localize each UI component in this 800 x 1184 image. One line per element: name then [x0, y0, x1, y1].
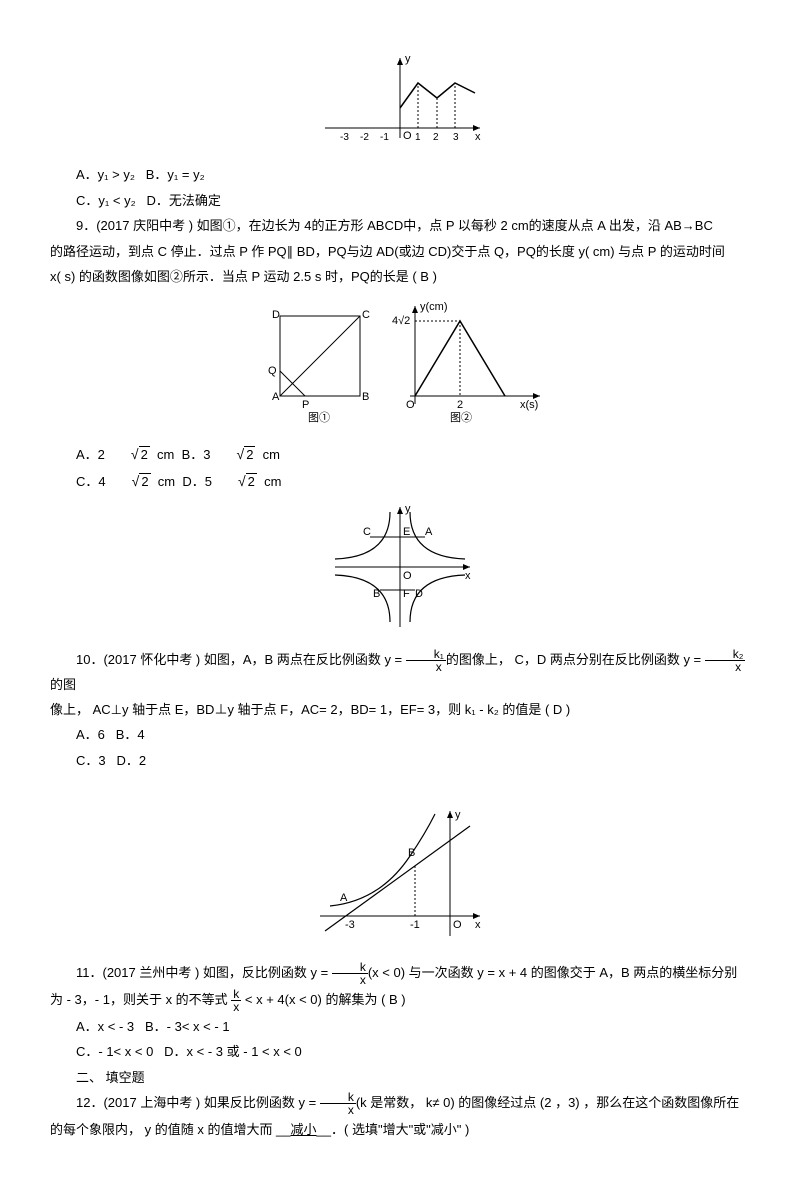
svg-text:-1: -1	[410, 919, 420, 931]
q11-opts-ab: A．x < - 3 B．- 3< x < - 1	[50, 1015, 750, 1038]
svg-text:2: 2	[457, 399, 463, 411]
q8-options-cd: C．y₁ < y₂ D．无法确定	[50, 189, 750, 212]
figure-q10: y x O C A E B D F	[50, 502, 750, 639]
svg-text:F: F	[403, 588, 410, 600]
svg-text:x(s): x(s)	[520, 399, 538, 411]
svg-text:B: B	[362, 391, 369, 403]
y-axis-label: y	[405, 53, 411, 65]
section-2-title: 二、 填空题	[50, 1066, 750, 1089]
svg-text:A: A	[272, 391, 280, 403]
q9-line3: x( s) 的函数图像如图②所示．当点 P 运动 2.5 s 时，PQ的长是 (…	[50, 265, 750, 288]
svg-text:Q: Q	[268, 365, 277, 377]
svg-text:x: x	[475, 919, 481, 931]
svg-text:O: O	[453, 919, 462, 931]
svg-text:O: O	[403, 570, 412, 582]
svg-text:A: A	[425, 526, 433, 538]
svg-text:2: 2	[433, 132, 439, 143]
q9-line2: 的路径运动，到点 C 停止．过点 P 作 PQ∥ BD，PQ与边 AD(或边 C…	[50, 240, 750, 263]
q12-answer: 减小	[291, 1122, 317, 1137]
svg-text:图①: 图①	[308, 411, 330, 424]
svg-text:图②: 图②	[450, 411, 472, 424]
q10-opts-cd: C．3 D．2	[50, 749, 750, 772]
svg-text:C: C	[363, 526, 371, 538]
svg-text:y: y	[455, 809, 461, 821]
q10-line1: 10．(2017 怀化中考 ) 如图，A，B 两点在反比例函数 y = k₁x的…	[50, 648, 750, 696]
svg-text:y(cm): y(cm)	[420, 301, 448, 313]
svg-text:C: C	[362, 309, 370, 321]
svg-text:B: B	[408, 847, 415, 859]
svg-text:P: P	[302, 399, 309, 411]
svg-text:-2: -2	[360, 132, 369, 143]
figure-q9: A B C D P Q 图① 4√2 y(cm) x(s) O 2 图②	[50, 296, 750, 433]
svg-text:O: O	[406, 399, 415, 411]
q10-opts-ab: A．6 B．4	[50, 723, 750, 746]
svg-text:B: B	[373, 588, 380, 600]
svg-text:D: D	[272, 309, 280, 321]
x-axis-label: x	[475, 131, 481, 143]
svg-text:-3: -3	[340, 132, 349, 143]
q11-opts-cd: C．- 1< x < 0 D．x < - 3 或 - 1 < x < 0	[50, 1040, 750, 1063]
q11-line2: 为 - 3，- 1，则关于 x 的不等式 kx < x + 4(x < 0) 的…	[50, 988, 750, 1013]
q12-line2: 的每个象限内， y 的值随 x 的值增大而 __减小__．( 选填"增大"或"减…	[50, 1118, 750, 1141]
q12-line1: 12．(2017 上海中考 ) 如果反比例函数 y = kx(k 是常数， k≠…	[50, 1091, 750, 1116]
svg-text:-3: -3	[345, 919, 355, 931]
origin-label: O	[403, 130, 412, 142]
q8-options-ab: A．y₁ > y₂ B．y₁ = y₂	[50, 163, 750, 186]
svg-text:A: A	[340, 892, 348, 904]
svg-text:E: E	[403, 526, 410, 538]
q9-line1: 9．(2017 庆阳中考 ) 如图①，在边长为 4的正方形 ABCD中，点 P …	[50, 214, 750, 237]
q11-line1: 11．(2017 兰州中考 ) 如图，反比例函数 y = kx(x < 0) 与…	[50, 961, 750, 986]
svg-text:x: x	[465, 570, 471, 582]
svg-text:-1: -1	[380, 132, 389, 143]
q9-options: A．22 cm B．32 cm	[50, 442, 750, 467]
svg-text:D: D	[415, 588, 423, 600]
svg-text:4√2: 4√2	[392, 315, 410, 327]
svg-text:3: 3	[453, 132, 459, 143]
svg-text:1: 1	[415, 132, 421, 143]
figure-q11: y x O -3 -1 A B	[50, 806, 750, 953]
q9-options2: C．42 cm D．52 cm	[50, 469, 750, 494]
figure-zigzag: y x O -3 -2 -1 1 2 3	[50, 48, 750, 155]
q10-line2: 像上， AC⊥y 轴于点 E，BD⊥y 轴于点 F，AC= 2，BD= 1，EF…	[50, 698, 750, 721]
